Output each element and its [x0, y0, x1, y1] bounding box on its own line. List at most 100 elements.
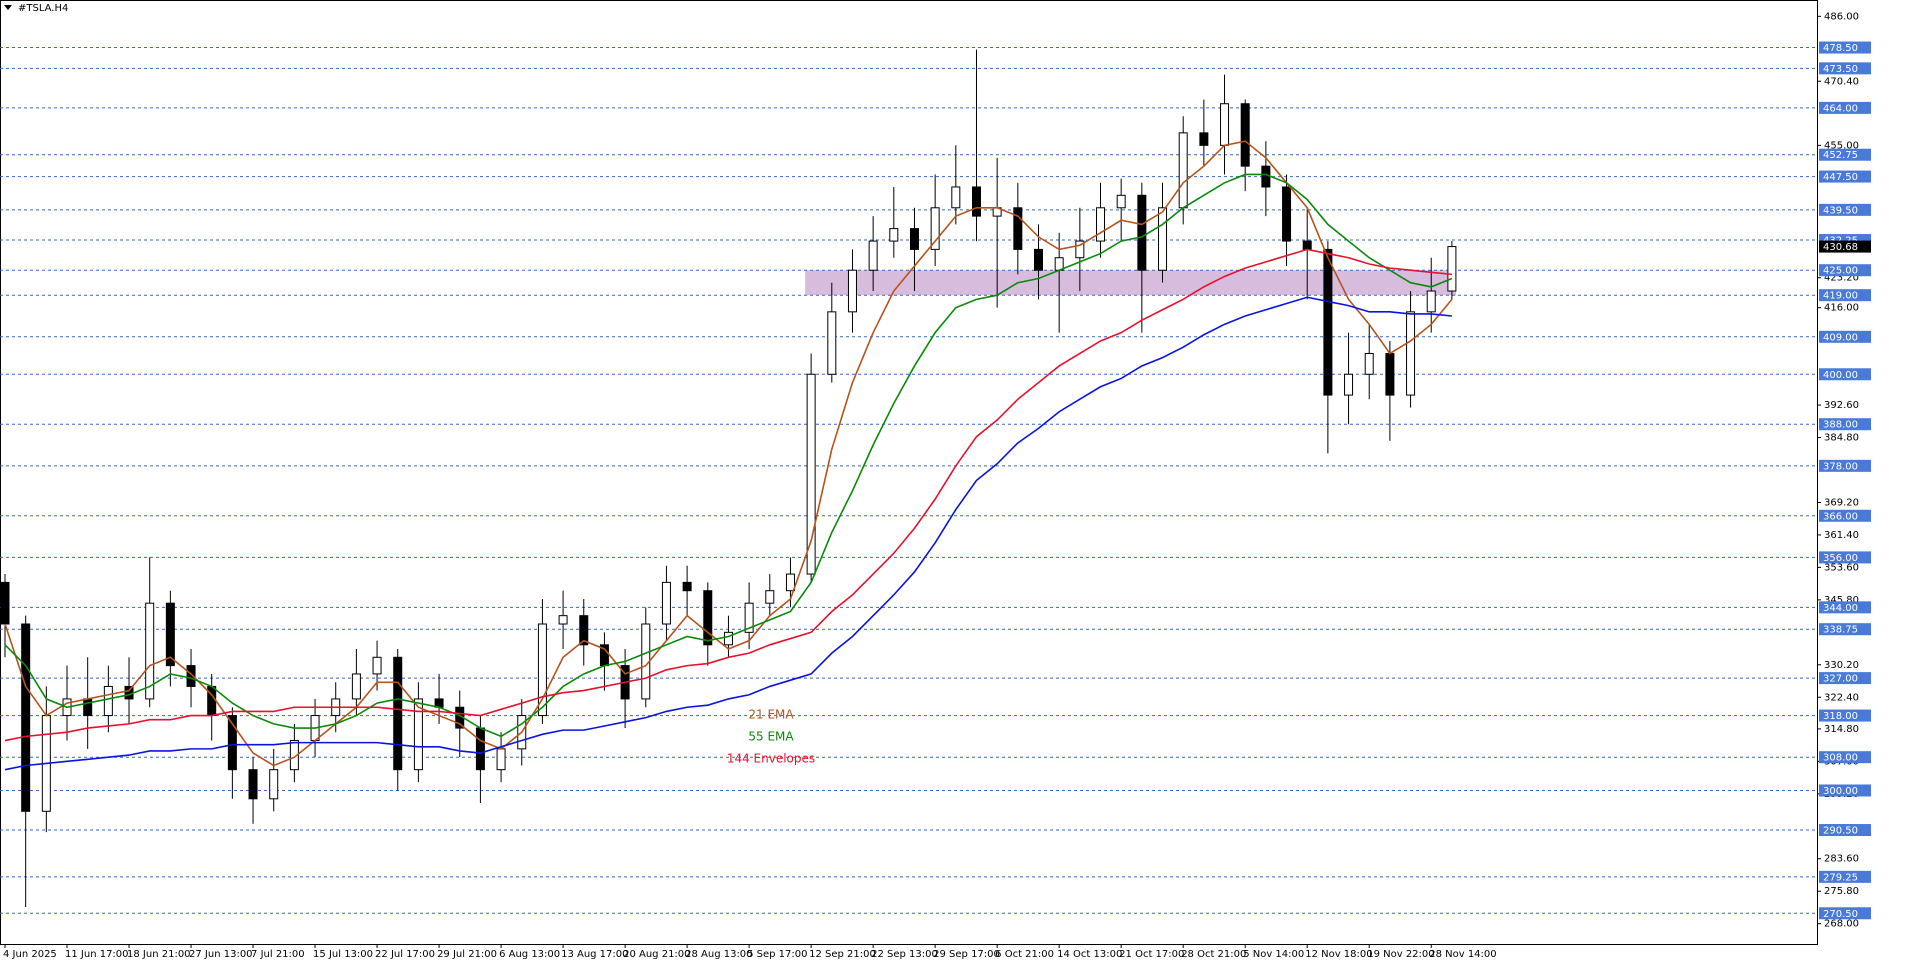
- x-tick-label: 4 Jun 2025: [3, 949, 57, 960]
- indicator-label: 144 Envelopes: [727, 752, 815, 766]
- level-label: 419.00: [1823, 291, 1858, 302]
- level-label: 356.00: [1823, 553, 1858, 564]
- level-label-box: [1819, 41, 1871, 54]
- level-label: 327.00: [1823, 674, 1858, 685]
- level-label-box: [1819, 784, 1871, 797]
- candle-body: [83, 698, 93, 717]
- y-tick-label: 268.00: [1824, 919, 1859, 930]
- level-label: 378.00: [1823, 461, 1858, 472]
- x-tick-label: 28 Nov 14:00: [1429, 949, 1496, 960]
- candle-body: [1385, 352, 1395, 396]
- candle-body: [372, 656, 382, 675]
- candle-body: [971, 186, 981, 217]
- indicator-line: [4, 296, 1452, 771]
- level-label-box: [1819, 418, 1871, 431]
- level-label: 439.50: [1823, 205, 1858, 216]
- x-tick-label: 27 Jun 13:00: [189, 949, 253, 960]
- level-label-box: [1819, 62, 1871, 75]
- candle-body: [847, 269, 857, 313]
- y-tick-label: 455.00: [1824, 140, 1859, 151]
- candle-body: [1426, 290, 1436, 313]
- candle-body: [661, 581, 671, 625]
- x-tick-label: 19 Nov 22:00: [1367, 949, 1434, 960]
- candle-body: [1447, 246, 1457, 292]
- level-label-box: [1819, 870, 1871, 883]
- candle-body: [1158, 207, 1168, 271]
- candle-body: [1116, 194, 1126, 209]
- candle-body: [351, 673, 361, 700]
- y-tick-label: 392.60: [1824, 400, 1859, 411]
- y-tick-label: 486.00: [1824, 11, 1859, 22]
- level-label: 464.00: [1823, 103, 1858, 114]
- candle-body: [785, 573, 795, 592]
- level-label: 400.00: [1823, 370, 1858, 381]
- x-tick-label: 6 Aug 13:00: [499, 949, 560, 960]
- y-tick-label: 470.40: [1824, 76, 1859, 87]
- candle-body: [1261, 165, 1271, 188]
- current-price-box: [1819, 240, 1871, 253]
- y-tick-label: 330.20: [1824, 660, 1859, 671]
- level-label-box: [1819, 148, 1871, 161]
- x-tick-label: 11 Jun 17:00: [65, 949, 129, 960]
- candle-body: [682, 581, 692, 592]
- candle-body: [1364, 352, 1374, 375]
- x-tick-label: 14 Oct 13:00: [1057, 949, 1122, 960]
- candle-body: [951, 186, 961, 209]
- candle-body: [1178, 132, 1188, 209]
- level-label-box: [1819, 709, 1871, 722]
- level-label-box: [1819, 264, 1871, 277]
- current-price-label: 430.68: [1823, 242, 1858, 253]
- y-tick-label: 283.60: [1824, 854, 1859, 865]
- level-label-box: [1819, 330, 1871, 343]
- level-label-box: [1819, 824, 1871, 837]
- candle-body: [537, 623, 547, 717]
- x-tick-label: 7 Jul 21:00: [251, 949, 305, 960]
- candle-body: [186, 665, 196, 687]
- candle-body: [703, 590, 713, 646]
- y-tick-label: 384.80: [1824, 433, 1859, 444]
- chart-title: #TSLA.H4: [18, 3, 68, 14]
- x-tick-label: 28 Oct 21:00: [1181, 949, 1246, 960]
- x-tick-label: 13 Aug 17:00: [561, 949, 628, 960]
- candle-body: [227, 715, 237, 771]
- collapse-icon: [4, 5, 12, 10]
- indicator-label: 55 EMA: [748, 730, 794, 744]
- x-tick-label: 20 Aug 21:00: [623, 949, 690, 960]
- level-label-box: [1819, 907, 1871, 920]
- x-tick-label: 6 Oct 21:00: [995, 949, 1054, 960]
- level-label: 473.50: [1823, 64, 1858, 75]
- indicator-label: 21 EMA: [748, 708, 794, 722]
- indicator-line: [4, 140, 1453, 767]
- candle-body: [0, 581, 10, 625]
- candle-body: [909, 228, 919, 250]
- x-tick-label: 12 Nov 18:00: [1305, 949, 1372, 960]
- candle-body: [806, 373, 816, 575]
- candle-body: [1199, 132, 1209, 146]
- level-label: 425.00: [1823, 266, 1858, 277]
- level-label: 447.50: [1823, 172, 1858, 183]
- candle-body: [1075, 240, 1085, 259]
- candle-body: [413, 698, 423, 771]
- level-label-box: [1819, 101, 1871, 114]
- candle-body: [165, 602, 175, 667]
- level-label-box: [1819, 601, 1871, 614]
- candle-body: [475, 727, 485, 771]
- x-tick-label: 15 Jul 13:00: [313, 949, 373, 960]
- y-tick-label: 361.40: [1824, 530, 1859, 541]
- candle-body: [744, 602, 754, 633]
- candle-body: [723, 631, 733, 646]
- candle-body: [21, 623, 31, 812]
- candle-body: [889, 228, 899, 242]
- candle-body: [1034, 248, 1043, 271]
- y-tick-label: 423.20: [1824, 273, 1859, 284]
- candle-body: [579, 615, 589, 646]
- candle-body: [1282, 186, 1292, 242]
- level-label: 478.50: [1823, 43, 1858, 54]
- level-label-box: [1819, 368, 1871, 381]
- y-tick-label: 416.00: [1824, 303, 1859, 314]
- candle-body: [289, 740, 299, 771]
- level-label: 452.75: [1823, 150, 1858, 161]
- level-label-box: [1819, 170, 1871, 183]
- candle-body: [1096, 207, 1106, 242]
